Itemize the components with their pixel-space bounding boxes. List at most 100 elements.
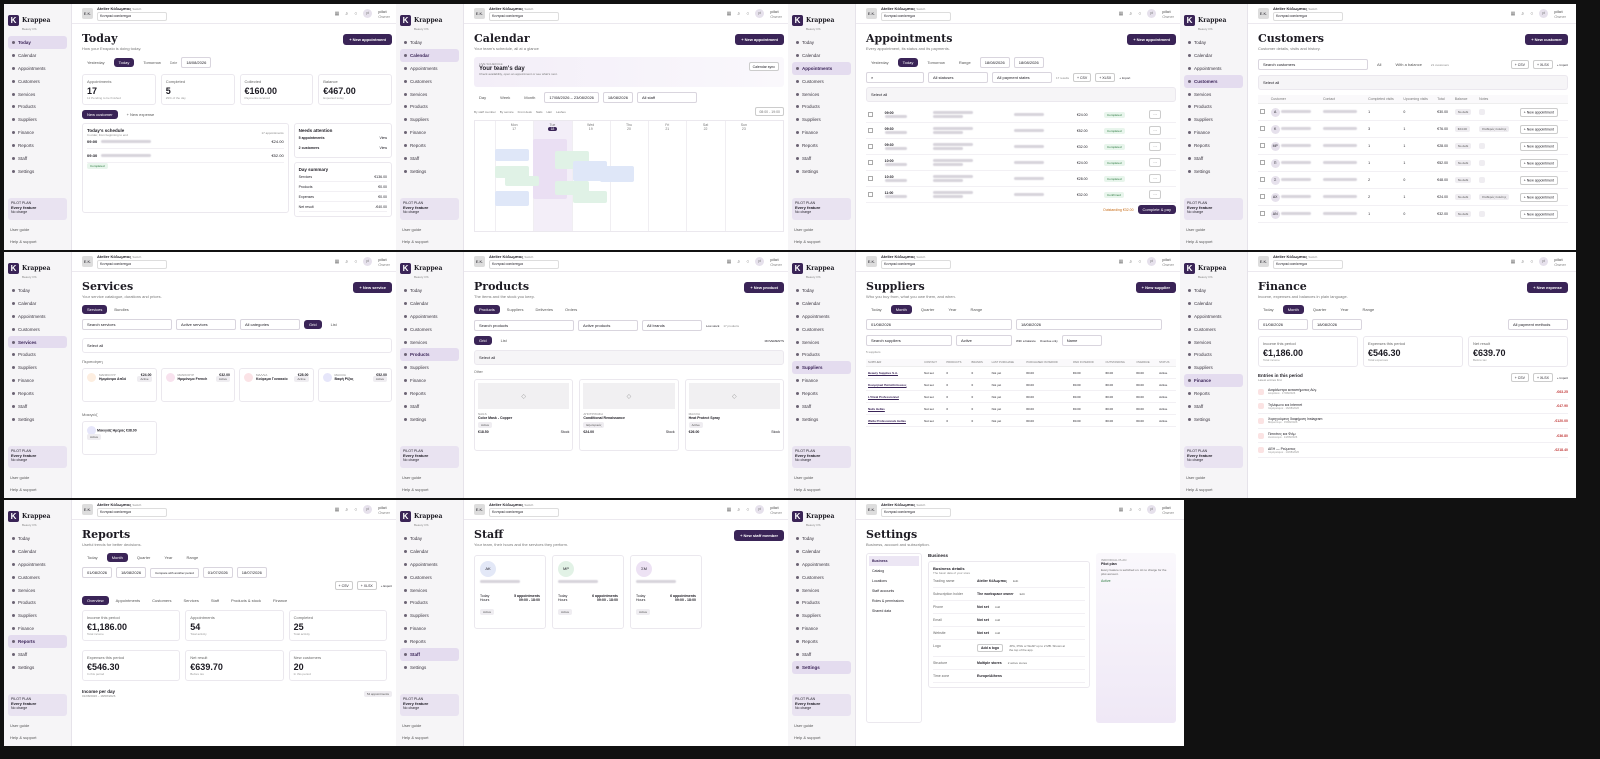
sidebar-item-staff[interactable]: Staff [400,400,459,413]
sidebar-item-settings[interactable]: Settings [792,165,851,178]
status-select[interactable]: Active products [578,320,638,331]
supplier-name[interactable]: Beauty Supplies S.A. [866,366,923,379]
user-guide-link[interactable]: User guide [10,227,30,232]
sidebar-item-today[interactable]: Today [8,532,67,545]
brand[interactable]: K Krappea Beauty OS [792,505,851,527]
sidebar-item-services[interactable]: Services [792,88,851,101]
store-select[interactable]: Κεντρικό κατάστημα [881,12,951,21]
supplier-name[interactable]: L'Oréal Professionnel [866,390,923,403]
help-link[interactable]: Help & support [794,487,821,492]
user-avatar[interactable]: pi [755,9,765,18]
table-row[interactable]: Nails Hellas Not set 0 0 Not yet €0.00 €0.00 €0… [866,402,1176,415]
row-checkbox[interactable] [868,111,873,117]
more-icon[interactable]: ⋯ [1149,110,1161,119]
staff-card[interactable]: ΜΡ Today 6 appointments Hours 09:00 - 18:00 A… [552,555,624,629]
sidebar-item-products[interactable]: Products [792,348,851,361]
sidebar-item-customers[interactable]: Customers [8,75,67,88]
sidebar-item-today[interactable]: Today [400,36,459,49]
day-column[interactable] [571,121,610,231]
calendar-event[interactable] [505,176,540,186]
sidebar-item-appointments[interactable]: Appointments [8,62,67,75]
range-tomorrow[interactable]: Tomorrow [927,60,945,65]
sidebar-item-staff[interactable]: Staff [8,648,67,661]
pilot-plan-card[interactable]: PILOT PLAN Every feature No charge [8,446,67,468]
list-item[interactable]: ΔΕΗ — Ρεύματος Λογαριασμοί · 13/08/2026 -€… [1258,443,1568,458]
table-row[interactable]: Wella Professionals Hellas Not set 0 0 Not y… [866,414,1176,427]
range-tomorrow[interactable]: Tomorrow [143,60,161,65]
grid-icon[interactable]: ▦ [1118,506,1124,513]
sidebar-item-appointments[interactable]: Appointments [1184,62,1243,75]
row-checkbox[interactable] [1260,194,1265,199]
setting-action[interactable]: 2 active stores [1007,661,1028,665]
bell-icon[interactable]: ○ [1530,10,1534,17]
column-header[interactable]: STATUS [1157,359,1176,367]
sidebar-item-products[interactable]: Products [8,596,67,609]
range-quarter[interactable]: Quarter [920,307,935,312]
row-checkbox[interactable] [868,191,873,197]
column-header[interactable]: OUTSTANDING [1103,359,1135,367]
primary-action-button[interactable]: + New service [353,282,392,293]
payment-select[interactable]: All payment states [992,72,1052,83]
primary-action-button[interactable]: + New appointment [735,34,784,45]
service-card[interactable]: ΜΑΝΙΚΙΟΥΡ Ημιμόνιμο Απλό €24.00 Active [82,368,157,402]
search-icon[interactable]: ⌕ [345,10,349,17]
payment-method-select[interactable]: All payment methods [1508,319,1568,330]
sidebar-item-settings[interactable]: Settings [400,661,459,674]
status-select[interactable]: All statuses [928,72,988,83]
report-tab[interactable]: Staff [210,598,219,603]
new-appointment-button[interactable]: + New appointment [1519,209,1558,219]
column-header[interactable]: OVERDUE [1134,359,1158,367]
report-tab[interactable]: Finance [273,598,288,603]
view-grid-button[interactable]: Grid [474,336,492,345]
user-guide-link[interactable]: User guide [10,475,30,480]
range-range[interactable]: Range [1362,307,1375,312]
sidebar-item-settings[interactable]: Settings [8,413,67,426]
sidebar-item-calendar[interactable]: Calendar [792,297,851,310]
pilot-plan-card[interactable]: PILOT PLAN Every feature No charge [1184,446,1243,468]
from-date-input[interactable]: 01/08/2026 [1258,319,1308,330]
calendar-event[interactable] [573,161,608,181]
search-icon[interactable]: ⌕ [1129,506,1133,513]
overdue-filter[interactable]: Overdue only [1039,338,1058,343]
from-date-input[interactable]: 01/08/2026 [866,319,1012,330]
week-range[interactable]: 17/08/2026 – 23/08/2026 [544,92,599,103]
view-month[interactable]: Month [524,95,536,100]
help-link[interactable]: Help & support [794,735,821,740]
new-appointment-button[interactable]: + New appointment [1519,192,1558,202]
user-guide-link[interactable]: User guide [402,723,422,728]
staff-card[interactable]: ΣΜ Today 6 appointments Hours 09:00 - 18:00 A… [630,555,702,629]
primary-action-button[interactable]: + New expense [1527,282,1568,293]
sidebar-item-services[interactable]: Services [8,584,67,597]
grid-icon[interactable]: ▦ [1510,10,1516,17]
user-avatar[interactable]: pi [755,505,765,514]
sidebar-item-products[interactable]: Products [400,348,459,362]
grid-icon[interactable]: ▦ [1118,10,1124,17]
new-appointment-button[interactable]: + New appointment [1519,158,1558,168]
workspace-avatar[interactable]: Ε.Κ. [1258,256,1269,267]
search-icon[interactable]: ⌕ [1521,10,1525,17]
workspace-avatar[interactable]: Ε.Κ. [866,504,877,515]
grid-icon[interactable]: ▦ [1118,258,1124,265]
complete-pay-button[interactable]: Complete & pay [1137,205,1176,214]
sidebar-item-services[interactable]: Services [1184,88,1243,101]
sidebar-item-suppliers[interactable]: Suppliers [792,361,851,375]
row-checkbox[interactable] [868,143,873,149]
workspace-avatar[interactable]: Ε.Κ. [866,8,877,19]
workspace-avatar[interactable]: Ε.Κ. [866,256,877,267]
pilot-plan-card[interactable]: PILOT PLAN Every feature No charge [8,198,67,220]
sidebar-item-today[interactable]: Today [8,284,67,297]
row-checkbox[interactable] [1260,143,1265,148]
sidebar-item-customers[interactable]: Customers [792,323,851,336]
user-avatar[interactable]: pi [363,9,373,18]
workspace-switch[interactable]: Switch [1308,7,1318,11]
product-card[interactable]: ◇ ΜΑΛΛΙΑ Heat Protect Spray Active €26.00 Sto… [684,379,784,451]
bell-icon[interactable]: ○ [746,10,750,17]
import-button[interactable]: + Import [1556,62,1568,67]
sidebar-item-reports[interactable]: Reports [792,635,851,648]
xlsx-button[interactable]: + XLSX [356,581,377,590]
attention-view-link[interactable]: View [379,146,387,150]
range-today[interactable]: Today [871,307,882,312]
sidebar-item-staff[interactable]: Staff [8,400,67,413]
sidebar-item-reports[interactable]: Reports [400,387,459,400]
sidebar-item-customers[interactable]: Customers [792,571,851,584]
